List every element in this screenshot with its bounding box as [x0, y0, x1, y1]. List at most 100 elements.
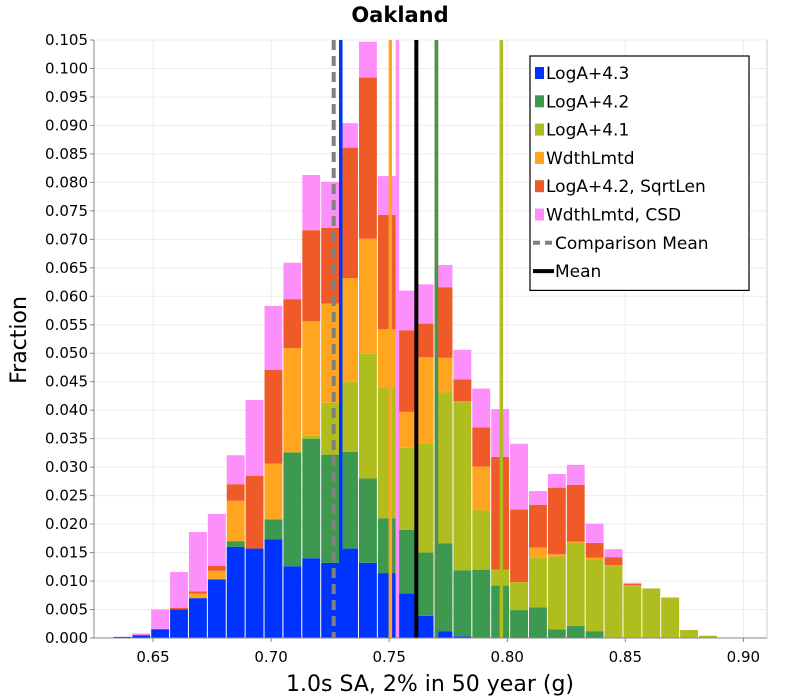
bar-loga-4-1	[623, 585, 642, 638]
y-tick-label: 0.080	[45, 173, 88, 191]
bar-loga-4-3	[188, 598, 207, 638]
bar-wdthlmtd-csd	[585, 523, 604, 543]
y-axis-label: Fraction	[7, 296, 32, 384]
bar-loga-4-1	[415, 443, 434, 553]
bar-loga-4-1	[377, 387, 396, 519]
bar-loga-4-2-sqrtlen	[547, 487, 566, 555]
bar-wdthlmtd-csd	[302, 174, 321, 231]
legend-label: LogA+4.1	[546, 121, 629, 141]
y-tick-label: 0.030	[45, 458, 88, 476]
bar-loga-4-1	[472, 510, 491, 570]
bar-loga-4-2	[415, 552, 434, 616]
bar-loga-4-1	[585, 559, 604, 632]
y-tick-label: 0.065	[45, 259, 88, 277]
y-tick-label: 0.015	[45, 544, 88, 562]
bar-loga-4-1	[604, 565, 623, 638]
bar-wdthlmtd	[340, 278, 358, 382]
legend-swatch	[535, 67, 544, 79]
bar-loga-4-2-sqrtlen	[170, 607, 188, 610]
bar-wdthlmtd	[396, 411, 415, 448]
y-tick-label: 0.075	[45, 202, 88, 220]
bar-wdthlmtd	[547, 554, 566, 557]
y-tick-label: 0.090	[45, 116, 88, 134]
bar-loga-4-1	[528, 557, 547, 608]
bar-wdthlmtd-csd	[453, 349, 472, 380]
bar-wdthlmtd-csd	[604, 549, 623, 558]
bar-wdthlmtd	[188, 593, 207, 599]
bar-loga-4-2-sqrtlen	[358, 77, 377, 239]
legend-swatch	[535, 95, 544, 108]
bar-wdthlmtd-csd	[226, 455, 245, 485]
bar-loga-4-3	[358, 562, 377, 638]
bar-wdthlmtd	[434, 357, 453, 393]
x-tick-label: 0.80	[491, 648, 524, 666]
bar-loga-4-2-sqrtlen	[528, 504, 547, 548]
bar-loga-4-3	[113, 636, 132, 638]
y-tick-label: 0.095	[45, 88, 88, 106]
y-tick-label: 0.035	[45, 430, 88, 448]
bar-loga-4-3	[377, 573, 396, 638]
bar-wdthlmtd	[528, 547, 547, 558]
bar-loga-4-2-sqrtlen	[245, 475, 264, 549]
y-tick-label: 0.100	[45, 59, 88, 77]
bar-wdthlmtd	[321, 303, 340, 403]
bar-loga-4-2-sqrtlen	[434, 287, 453, 358]
legend-label: Comparison Mean	[555, 234, 709, 254]
bar-loga-4-2-sqrtlen	[623, 583, 642, 586]
bar-loga-4-1	[453, 401, 472, 571]
bar-loga-4-2-sqrtlen	[396, 330, 415, 412]
bar-loga-4-1	[680, 630, 699, 638]
legend-swatch	[535, 208, 544, 221]
bar-loga-4-3	[207, 579, 226, 638]
y-tick-label: 0.105	[45, 31, 88, 49]
bar-wdthlmtd-csd	[415, 284, 434, 324]
legend-swatch	[535, 123, 544, 136]
bar-loga-4-2	[528, 607, 547, 638]
bar-loga-4-3	[132, 635, 151, 638]
legend-swatch	[535, 151, 544, 164]
bar-loga-4-1	[547, 556, 566, 630]
bar-wdthlmtd	[302, 321, 321, 436]
bar-wdthlmtd-csd	[188, 532, 207, 592]
bar-wdthlmtd-csd	[358, 41, 377, 78]
bar-loga-4-1	[434, 392, 453, 544]
legend-box	[529, 55, 750, 291]
y-tick-label: 0.010	[45, 572, 88, 590]
bar-loga-4-2-sqrtlen	[585, 542, 604, 558]
bar-loga-4-2-sqrtlen	[151, 628, 170, 630]
bar-wdthlmtd-csd	[547, 473, 566, 488]
bar-loga-4-3	[170, 609, 188, 638]
bar-loga-4-2	[321, 454, 340, 563]
bar-wdthlmtd-csd	[434, 264, 453, 288]
bar-loga-4-2-sqrtlen	[453, 379, 472, 402]
bar-loga-4-3	[283, 566, 302, 638]
bar-loga-4-2	[472, 569, 491, 638]
x-tick-label: 0.90	[727, 648, 760, 666]
y-tick-label: 0.040	[45, 401, 88, 419]
bar-loga-4-2-sqrtlen	[472, 427, 491, 467]
bar-wdthlmtd	[472, 466, 491, 511]
bar-loga-4-2-sqrtlen	[415, 323, 434, 358]
bar-loga-4-2	[396, 529, 415, 594]
bar-loga-4-1	[661, 597, 680, 638]
y-tick-label: 0.050	[45, 344, 88, 362]
bar-loga-4-2-sqrtlen	[283, 299, 302, 349]
bar-wdthlmtd	[283, 348, 302, 453]
bar-loga-4-2	[585, 631, 604, 638]
y-tick-label: 0.055	[45, 316, 88, 334]
legend-label: Mean	[555, 262, 601, 282]
bar-loga-4-3	[226, 546, 245, 638]
bar-loga-4-3	[302, 558, 321, 638]
bar-loga-4-3	[245, 548, 264, 638]
bar-wdthlmtd-csd	[396, 290, 415, 331]
bar-loga-4-2-sqrtlen	[510, 509, 528, 583]
bar-loga-4-2	[358, 478, 377, 563]
y-tick-label: 0.045	[45, 373, 88, 391]
bar-wdthlmtd-csd	[151, 609, 170, 629]
bar-wdthlmtd-csd	[321, 181, 340, 228]
y-tick-label: 0.070	[45, 230, 88, 248]
bar-wdthlmtd-csd	[170, 571, 188, 608]
bar-wdthlmtd	[415, 357, 434, 444]
y-tick-label: 0.085	[45, 145, 88, 163]
